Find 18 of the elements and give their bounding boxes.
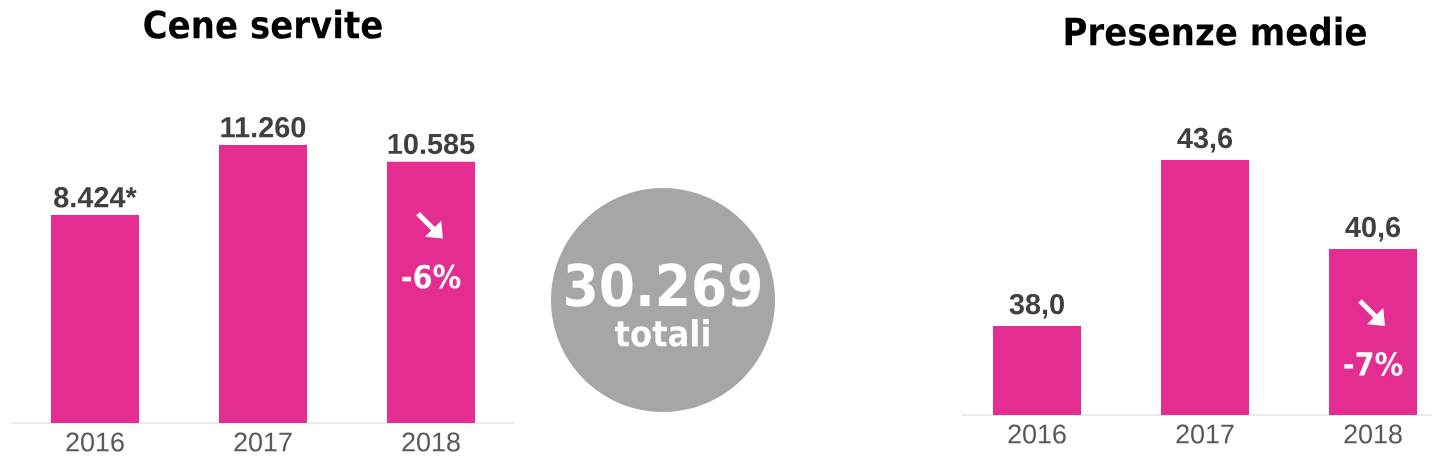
- data-label: 43,6: [1177, 127, 1233, 153]
- data-label: 8.424*: [54, 187, 137, 208]
- x-tick-label: 2017: [1176, 424, 1234, 444]
- data-label: 40,6: [1345, 216, 1401, 242]
- text: 30.269: [566, 263, 761, 307]
- chart-title: Presenze medie: [1065, 16, 1366, 46]
- data-label: 11.260: [221, 117, 306, 138]
- x-tick-label: 2018: [1344, 424, 1402, 444]
- annotation: -7%: [1344, 351, 1403, 377]
- x-tick-label: 2016: [1008, 424, 1066, 444]
- x-tick-label: 2018: [402, 432, 460, 452]
- data-label: 10.585: [388, 133, 475, 155]
- text: totali: [614, 319, 709, 347]
- chart-title: Cene servite: [144, 9, 382, 39]
- annotation: -6%: [402, 264, 461, 289]
- x-tick-label: 2016: [66, 432, 124, 452]
- data-label: 38,0: [1009, 293, 1064, 319]
- x-tick-label: 2017: [234, 432, 292, 452]
